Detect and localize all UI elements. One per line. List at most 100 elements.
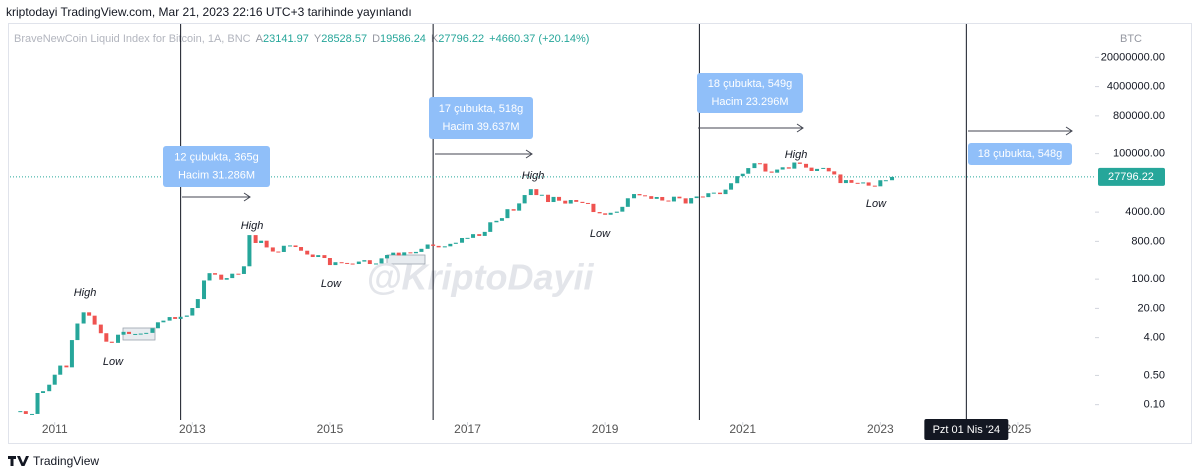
candle <box>213 273 218 275</box>
crosshair-tag <box>924 419 1009 440</box>
candle <box>460 237 465 243</box>
candle <box>557 196 562 201</box>
candle <box>585 202 590 204</box>
candle <box>75 323 80 341</box>
candle <box>453 242 458 244</box>
candle <box>396 252 401 256</box>
x-tick-label: 2017 <box>454 422 481 436</box>
candle <box>138 333 143 335</box>
candle <box>649 196 654 199</box>
candle <box>625 198 630 207</box>
candle <box>419 248 424 252</box>
candle <box>608 212 613 215</box>
candle <box>574 200 579 202</box>
candle <box>195 299 200 309</box>
candle <box>41 391 46 394</box>
candle <box>821 167 826 169</box>
candle <box>568 200 573 204</box>
candle <box>345 262 350 264</box>
candle <box>81 312 86 324</box>
legend-key: D <box>372 33 380 45</box>
candle <box>580 201 585 203</box>
y-tick-label: 100.00 <box>1131 273 1165 285</box>
candle <box>815 168 820 171</box>
candle <box>769 171 774 173</box>
logo-icon <box>8 456 29 466</box>
candle <box>563 200 568 204</box>
candle <box>780 167 785 170</box>
candle <box>30 413 35 415</box>
candle <box>878 180 883 187</box>
candle <box>431 244 436 246</box>
candle <box>52 374 57 385</box>
pivot-label: High <box>522 170 545 182</box>
candle <box>350 263 355 265</box>
candle <box>677 196 682 199</box>
candle <box>700 196 705 198</box>
candle <box>64 365 69 368</box>
candle <box>711 192 716 194</box>
candle <box>689 198 694 204</box>
candle <box>219 274 224 280</box>
candle <box>683 198 688 204</box>
candle <box>230 273 235 279</box>
y-unit: BTC <box>1120 33 1142 45</box>
candle <box>528 189 533 196</box>
candle <box>362 260 367 262</box>
candle <box>402 252 407 256</box>
y-tick-label: 800.00 <box>1131 235 1165 247</box>
candle <box>706 193 711 198</box>
legend-value: 28528.57 <box>321 33 367 45</box>
candle <box>442 246 447 248</box>
measure-text: 12 çubukta, 365g <box>174 151 258 163</box>
x-tick-label: 2011 <box>42 422 68 436</box>
legend-key: Y <box>314 33 322 45</box>
candle <box>718 192 723 195</box>
candle <box>121 331 126 335</box>
pivot-label: High <box>74 287 97 299</box>
candle <box>322 255 327 259</box>
candle <box>184 315 189 317</box>
candle <box>288 245 293 247</box>
measure-box <box>968 143 1072 165</box>
candle <box>511 209 516 211</box>
pivot-label: Low <box>321 278 342 290</box>
candle <box>391 252 396 256</box>
candle <box>247 235 252 267</box>
x-tick-label: 2019 <box>592 422 619 436</box>
candle <box>482 231 487 236</box>
chart-frame <box>8 23 1192 444</box>
legend-title: BraveNewCoin Liquid Index for Bitcoin, 1… <box>14 33 251 45</box>
candle <box>666 200 671 202</box>
candle <box>471 234 476 238</box>
candle <box>190 308 195 316</box>
candle <box>809 167 814 171</box>
candle <box>494 220 499 223</box>
candle <box>367 260 372 265</box>
candle <box>133 333 138 335</box>
candle <box>18 411 23 413</box>
legend-value: 19586.24 <box>380 33 426 45</box>
candle <box>757 163 762 165</box>
candle <box>883 180 888 182</box>
candle <box>729 183 734 190</box>
candle <box>775 169 780 173</box>
candle <box>327 258 332 266</box>
candle <box>786 167 791 169</box>
y-tick-label: 4.00 <box>1144 332 1165 344</box>
candle <box>614 211 619 213</box>
x-tick-label: 2021 <box>729 422 756 436</box>
candle <box>69 340 74 368</box>
candle <box>385 255 390 259</box>
candle <box>161 320 166 323</box>
y-tick-label: 4000.00 <box>1125 206 1165 218</box>
candle <box>792 162 797 169</box>
candle <box>838 174 843 184</box>
candle <box>150 328 155 333</box>
measure-text: 17 çubukta, 518g <box>439 103 523 115</box>
candle <box>413 251 418 254</box>
pivot-label: High <box>241 220 264 232</box>
candle <box>356 261 361 265</box>
measure-box <box>697 73 803 113</box>
y-tick-label: 20000000.00 <box>1101 51 1165 63</box>
